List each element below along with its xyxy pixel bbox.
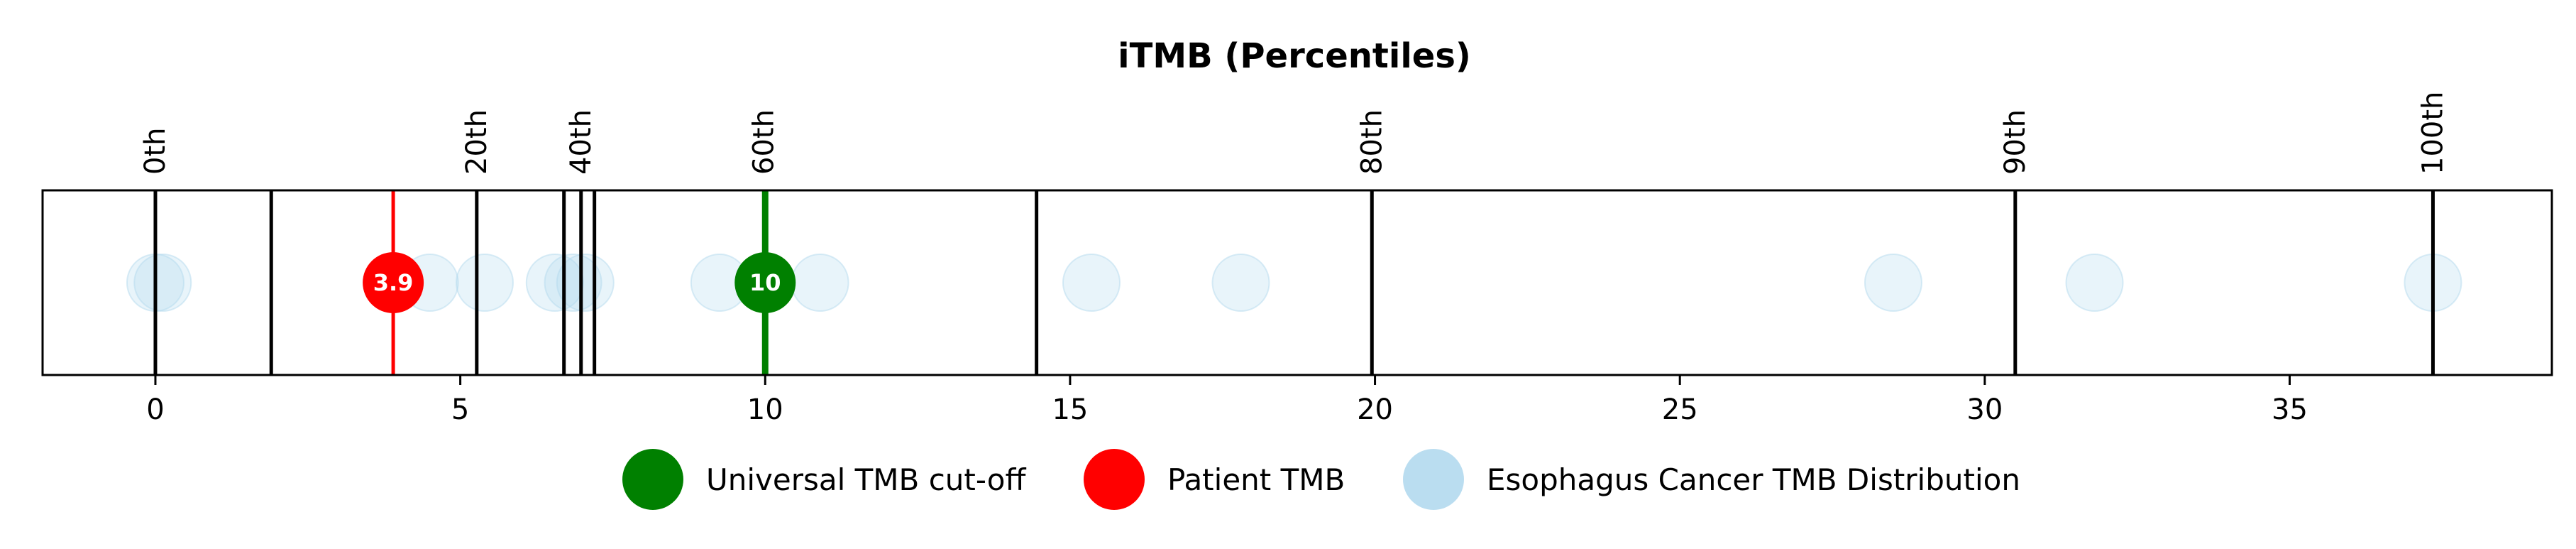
cutoff-label: 10 (749, 269, 781, 296)
legend-marker-patient (1084, 449, 1145, 510)
x-tick-label: 0 (146, 393, 164, 426)
legend-marker-distribution (1403, 449, 1464, 510)
x-tick-label: 30 (1966, 393, 2003, 426)
x-axis: 0 5 10 15 20 25 30 35 (146, 375, 2308, 426)
patient-tmb-label: 3.9 (373, 269, 414, 296)
distribution-point (1062, 254, 1121, 312)
percentile-label: 90th (1999, 109, 2032, 175)
percentile-label: 40th (565, 109, 598, 175)
legend: Universal TMB cut-off Patient TMB Esophagu… (622, 449, 2020, 510)
x-tick-label: 35 (2272, 393, 2308, 426)
x-tick-label: 15 (1052, 393, 1088, 426)
cutoff-marker (734, 252, 796, 313)
legend-label: Esophagus Cancer TMB Distribution (1487, 462, 2020, 497)
plot-frame (41, 189, 2553, 376)
distribution-point (525, 254, 584, 312)
percentile-label: 60th (748, 109, 781, 175)
distribution-point (455, 254, 514, 312)
legend-label: Universal TMB cut-off (706, 462, 1026, 497)
x-tick-label: 25 (1662, 393, 1698, 426)
distribution-point (1864, 254, 1922, 312)
legend-marker-cutoff (622, 449, 683, 510)
distribution-point (2065, 254, 2124, 312)
percentile-label: 20th (461, 109, 493, 175)
x-tick-label: 10 (747, 393, 783, 426)
distribution-point (544, 254, 602, 312)
percentile-label: 80th (1355, 109, 1388, 175)
plot-area: 0th 20th 40th 60th 80th 90th 100th 3.9 10 (126, 92, 2462, 375)
chart-title: iTMB (Percentiles) (1118, 36, 1471, 76)
legend-label: Patient TMB (1167, 462, 1345, 497)
percentile-label: 0th (139, 128, 172, 175)
distribution-point (1211, 254, 1270, 312)
distribution-point (791, 254, 849, 312)
x-tick-label: 20 (1357, 393, 1393, 426)
distribution-point (556, 254, 615, 312)
x-tick-label: 5 (451, 393, 469, 426)
percentile-label: 100th (2416, 92, 2449, 175)
distribution-point (133, 254, 192, 312)
patient-tmb-marker (363, 252, 424, 313)
